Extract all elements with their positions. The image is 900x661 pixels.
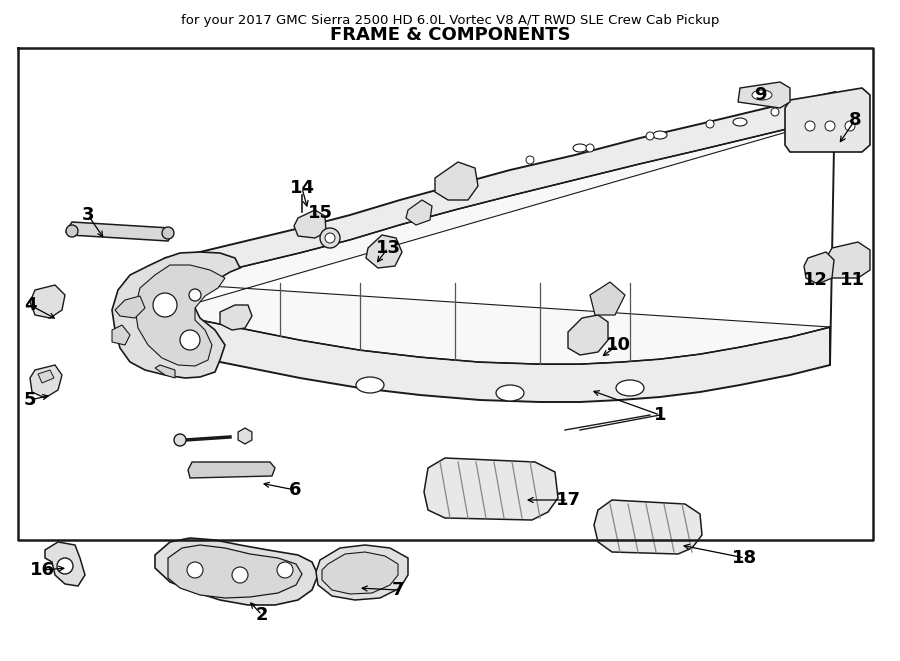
- Polygon shape: [322, 552, 398, 594]
- Ellipse shape: [752, 90, 772, 100]
- Polygon shape: [30, 285, 65, 318]
- Text: 11: 11: [840, 271, 865, 289]
- Text: 5: 5: [23, 391, 36, 409]
- Circle shape: [187, 562, 203, 578]
- Polygon shape: [66, 222, 172, 241]
- Ellipse shape: [733, 118, 747, 126]
- Polygon shape: [112, 325, 130, 345]
- Text: 6: 6: [289, 481, 302, 499]
- Polygon shape: [366, 235, 402, 268]
- Circle shape: [646, 132, 654, 140]
- Text: 16: 16: [30, 561, 55, 579]
- Polygon shape: [594, 500, 702, 554]
- Ellipse shape: [616, 380, 644, 396]
- Text: 18: 18: [733, 549, 758, 567]
- Polygon shape: [30, 365, 62, 398]
- Circle shape: [174, 434, 186, 446]
- Circle shape: [586, 144, 594, 152]
- Circle shape: [57, 558, 73, 574]
- Polygon shape: [45, 542, 85, 586]
- Circle shape: [706, 120, 714, 128]
- Circle shape: [66, 225, 78, 237]
- Text: 12: 12: [803, 271, 827, 289]
- Circle shape: [325, 233, 335, 243]
- Polygon shape: [165, 312, 830, 402]
- Polygon shape: [406, 200, 432, 225]
- Text: 1: 1: [653, 406, 666, 424]
- Polygon shape: [155, 365, 175, 378]
- Text: FRAME & COMPONENTS: FRAME & COMPONENTS: [329, 26, 571, 44]
- Polygon shape: [804, 252, 834, 284]
- Circle shape: [825, 121, 835, 131]
- Circle shape: [232, 567, 248, 583]
- Ellipse shape: [573, 144, 587, 152]
- Text: 13: 13: [375, 239, 401, 257]
- Text: 2: 2: [256, 606, 268, 624]
- Text: 17: 17: [555, 491, 580, 509]
- Polygon shape: [188, 462, 275, 478]
- Circle shape: [805, 121, 815, 131]
- Circle shape: [771, 108, 779, 116]
- Circle shape: [526, 156, 534, 164]
- Polygon shape: [785, 88, 870, 152]
- Polygon shape: [112, 252, 240, 378]
- Circle shape: [189, 289, 201, 301]
- Polygon shape: [168, 545, 302, 598]
- Polygon shape: [165, 118, 835, 364]
- Circle shape: [180, 330, 200, 350]
- Text: 4: 4: [23, 296, 36, 314]
- Polygon shape: [316, 545, 408, 600]
- Circle shape: [320, 228, 340, 248]
- Text: 7: 7: [392, 581, 404, 599]
- Ellipse shape: [356, 377, 384, 393]
- Text: 10: 10: [606, 336, 631, 354]
- Polygon shape: [165, 92, 835, 283]
- Text: 14: 14: [290, 179, 314, 197]
- Circle shape: [162, 227, 174, 239]
- Polygon shape: [155, 538, 318, 605]
- Circle shape: [153, 293, 177, 317]
- Polygon shape: [568, 315, 608, 355]
- Polygon shape: [826, 242, 870, 278]
- Ellipse shape: [496, 385, 524, 401]
- Polygon shape: [738, 82, 790, 108]
- Text: 8: 8: [849, 111, 861, 129]
- Text: 9: 9: [754, 86, 766, 104]
- Polygon shape: [435, 162, 478, 200]
- Circle shape: [845, 121, 855, 131]
- Text: 3: 3: [82, 206, 94, 224]
- Polygon shape: [220, 305, 252, 330]
- Circle shape: [277, 562, 293, 578]
- Ellipse shape: [653, 131, 667, 139]
- Circle shape: [806, 101, 814, 109]
- Polygon shape: [294, 210, 326, 238]
- Polygon shape: [590, 282, 625, 315]
- Polygon shape: [424, 458, 558, 520]
- Text: 15: 15: [308, 204, 332, 222]
- Polygon shape: [115, 296, 145, 318]
- Text: for your 2017 GMC Sierra 2500 HD 6.0L Vortec V8 A/T RWD SLE Crew Cab Pickup: for your 2017 GMC Sierra 2500 HD 6.0L Vo…: [181, 14, 719, 27]
- Polygon shape: [135, 265, 225, 366]
- Polygon shape: [38, 370, 54, 383]
